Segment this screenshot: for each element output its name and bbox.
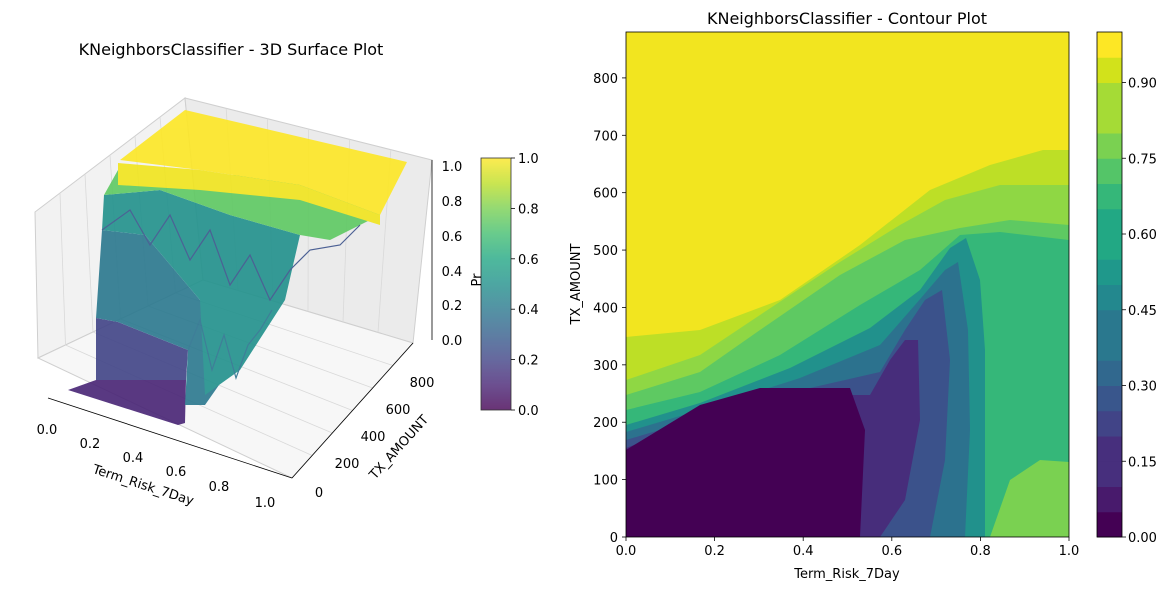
contour-colorbar-level	[1097, 461, 1122, 487]
contour-colorbar-level	[1097, 259, 1122, 285]
surface-ridge-2	[187, 309, 273, 380]
contour-colorbar-tick-label: 0.60	[1128, 228, 1157, 243]
surface-colorbar-tick-label: 0.2	[518, 354, 539, 369]
surface-z-tick-label: 0.4	[442, 265, 463, 280]
surface-z-tick-label: 0.2	[442, 299, 463, 314]
contour-colorbar-tick-label: 0.75	[1128, 152, 1157, 167]
x-axis-line	[47, 397, 293, 479]
contour-x-tick-label: 0.6	[881, 544, 902, 559]
surface-z-tick-label: 0.6	[442, 230, 463, 245]
contour-colorbar-level	[1097, 486, 1122, 513]
surface-x-tick-label: 0.2	[80, 437, 101, 452]
surface-z-tick-label: 0.0	[442, 334, 463, 349]
contour-band-lowerright-green	[990, 460, 1069, 537]
contour-y-tick-label: 300	[593, 359, 618, 374]
contour-colorbar-level	[1097, 234, 1122, 260]
surface-low-flat	[68, 380, 186, 425]
surface-yellow-front	[118, 163, 380, 225]
contour-colorbar-level	[1097, 107, 1122, 134]
surface-low-wall	[96, 318, 188, 380]
contour-colorbar-level	[1097, 436, 1122, 462]
contour-colorbar-level	[1097, 32, 1122, 58]
contour-y-tick-label: 400	[593, 301, 618, 316]
contour-band-dark	[626, 388, 865, 537]
contour-y-tick-label: 0	[610, 531, 618, 546]
contour-colorbar-level	[1097, 309, 1122, 336]
contour-y-tick-label: 100	[593, 474, 618, 489]
contour-colorbar-level	[1097, 82, 1122, 109]
contour-axes-frame	[625, 31, 1070, 538]
surface-x-tick-label: 0.0	[37, 423, 58, 438]
surface-mesh	[68, 110, 407, 425]
surface-colorbar-tick-label: 0.4	[518, 303, 539, 318]
contour-colorbar-level	[1097, 385, 1122, 412]
surface-y-tick-label: 400	[361, 430, 386, 445]
contour-x-tick-label: 1.0	[1059, 544, 1080, 559]
surface-y-tick-label: 200	[335, 457, 360, 472]
contour-y-ticks: 0 100 200 300 400 500 600 700 800	[593, 72, 626, 546]
surface-colorbar	[480, 157, 512, 411]
contour-colorbar-level	[1097, 133, 1122, 159]
contour-y-tick-label: 800	[593, 72, 618, 87]
contour-fill	[626, 32, 1069, 537]
surface-y-ticks: 0 200 400 600 800	[315, 376, 435, 501]
surface-yellow-top	[120, 110, 407, 215]
contour-colorbar-level	[1097, 360, 1122, 386]
contour-colorbar-level	[1097, 335, 1122, 361]
surface-x-tick-label: 0.4	[123, 451, 144, 466]
contour-x-ticks: 0.0 0.2 0.4 0.6 0.8 1.0	[616, 537, 1080, 559]
contour-y-tick-label: 600	[593, 187, 618, 202]
contour-colorbar-level	[1097, 284, 1122, 311]
y-axis-line	[291, 342, 414, 479]
surface-colorbar-tick-label: 1.0	[518, 152, 539, 167]
surface-z-tick-label: 0.8	[442, 195, 463, 210]
contour-colorbar-level	[1097, 183, 1122, 210]
surface-colorbar-tick-label: 0.8	[518, 202, 539, 217]
contour-colorbar-ticks: 0.00 0.15 0.30 0.45 0.60 0.75 0.90	[1122, 77, 1157, 546]
surface-z-tick-label: 1.0	[442, 160, 463, 175]
surface-teal-wall	[102, 190, 300, 395]
contour-y-tick-label: 200	[593, 416, 618, 431]
surface-colorbar-ticks: 0.0 0.2 0.4 0.6 0.8 1.0	[511, 152, 539, 419]
surface-y-tick-label: 0	[315, 486, 323, 501]
contour-x-tick-label: 0.8	[970, 544, 991, 559]
contour-y-tick-label: 700	[593, 129, 618, 144]
contour-x-tick-label: 0.4	[793, 544, 814, 559]
contour-colorbar-tick-label: 0.00	[1128, 531, 1157, 546]
surface-z-ticks: 0.0 0.2 0.4 0.6 0.8 1.0	[442, 160, 463, 349]
contour-x-tick-label: 0.0	[616, 544, 637, 559]
surface-chart-title: KNeighborsClassifier - 3D Surface Plot	[79, 40, 384, 59]
surface-ridge	[101, 209, 361, 302]
contour-colorbar-level	[1097, 410, 1122, 437]
contour-colorbar-level	[1097, 57, 1122, 83]
contour-colorbar-frame	[1096, 31, 1123, 538]
surface-y-tick-label: 600	[386, 403, 411, 418]
surface-x-ticks: 0.0 0.2 0.4 0.6 0.8 1.0	[37, 423, 276, 511]
surface-chart: KNeighborsClassifier - 3D Surface Plot 0…	[34, 40, 539, 511]
surface-colorbar-tick-label: 0.0	[518, 404, 539, 419]
contour-colorbar-level	[1097, 158, 1122, 184]
contour-colorbar	[1097, 32, 1122, 538]
contour-colorbar-tick-label: 0.45	[1128, 304, 1157, 319]
contour-colorbar-tick-label: 0.15	[1128, 455, 1157, 470]
surface-x-tick-label: 0.6	[166, 465, 187, 480]
surface-colorbar-tick-label: 0.6	[518, 253, 539, 268]
contour-chart-title: KNeighborsClassifier - Contour Plot	[707, 9, 987, 28]
contour-chart: KNeighborsClassifier - Contour Plot 0.0 0…	[569, 9, 1157, 582]
contour-x-tick-label: 0.2	[704, 544, 725, 559]
surface-x-tick-label: 1.0	[255, 496, 276, 511]
contour-y-axis-label: TX_AMOUNT	[569, 244, 584, 326]
surface-y-axis-label: TX_AMOUNT	[366, 413, 432, 484]
contour-colorbar-level	[1097, 511, 1122, 538]
contour-colorbar-tick-label: 0.30	[1128, 380, 1157, 395]
contour-colorbar-tick-label: 0.90	[1128, 77, 1157, 92]
surface-y-tick-label: 800	[410, 376, 435, 391]
surface-x-tick-label: 0.8	[209, 480, 230, 495]
contour-colorbar-level	[1097, 208, 1122, 235]
contour-x-axis-label: Term_Risk_7Day	[793, 567, 900, 582]
contour-y-tick-label: 500	[593, 244, 618, 259]
